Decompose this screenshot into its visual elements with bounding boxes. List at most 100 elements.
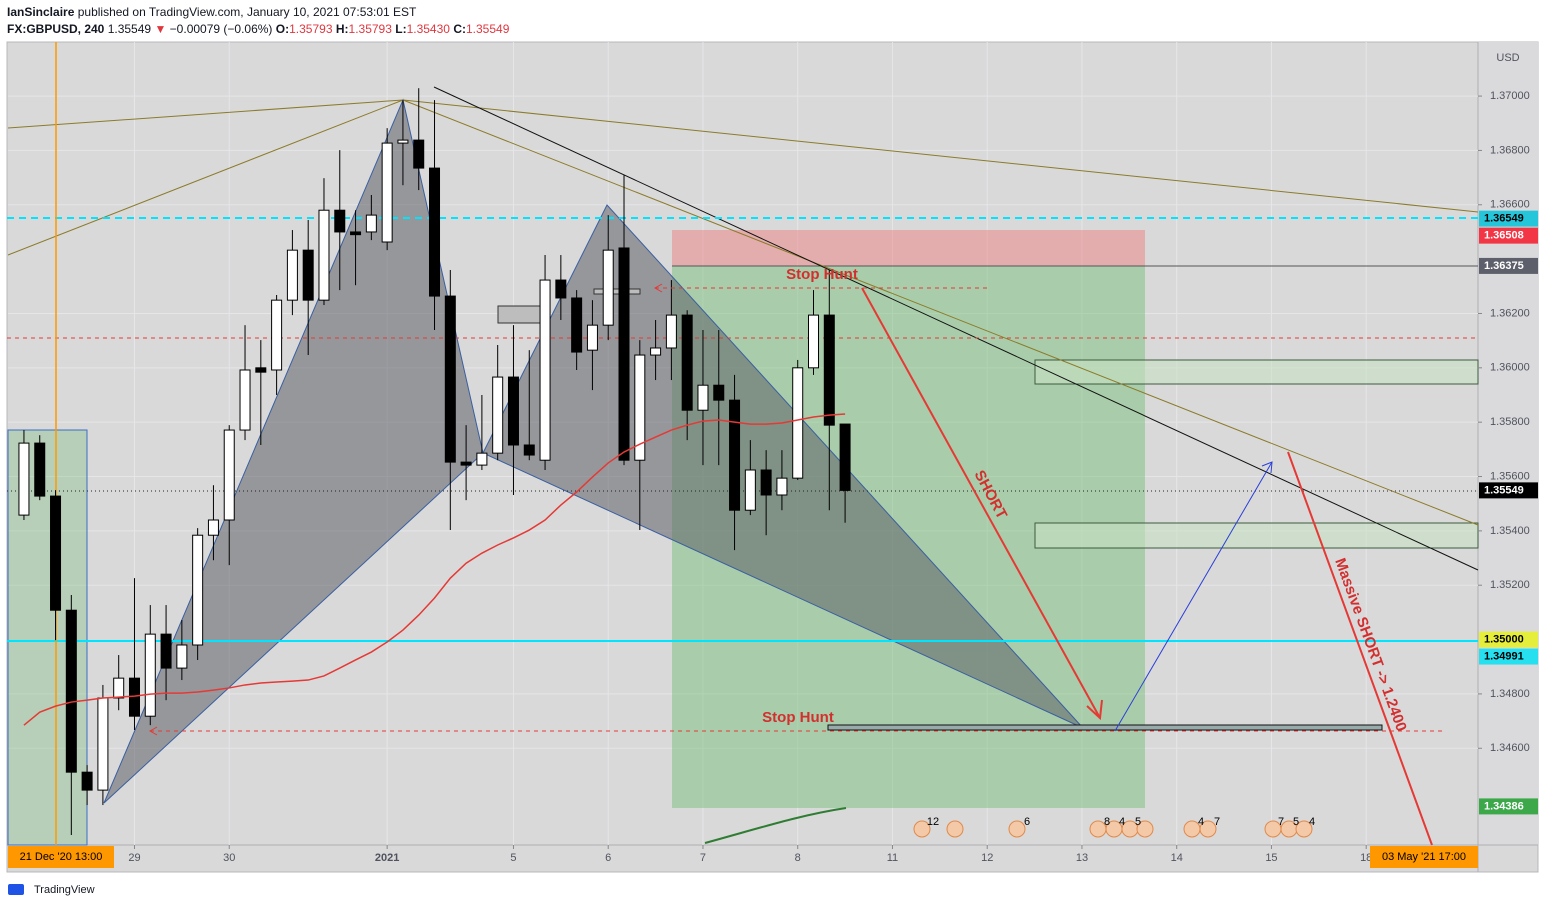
target-box <box>827 724 1383 731</box>
price-label-box <box>1479 257 1538 274</box>
y-tick-label: 1.35800 <box>1490 416 1530 428</box>
price-label: 1.34386 <box>1484 800 1524 812</box>
marker-box <box>497 305 545 324</box>
candle-body <box>792 367 804 479</box>
y-tick-label: 1.35400 <box>1490 525 1530 537</box>
x-tick-label: 12 <box>981 852 993 864</box>
candle-body <box>239 369 251 431</box>
candle-body <box>744 469 756 511</box>
candle-body <box>429 167 441 297</box>
trend-line <box>7 99 404 256</box>
candle-body <box>381 142 393 243</box>
price-label-box <box>1479 798 1538 815</box>
author: IanSinclaire <box>7 5 75 19</box>
cursor-label: 21 Dec '20 13:00 <box>20 851 103 863</box>
candle-body <box>697 384 709 411</box>
y-tick-label: 1.37000 <box>1490 90 1530 102</box>
y-tick-label: 1.34800 <box>1490 688 1530 700</box>
candle-body <box>539 279 551 461</box>
candle-body <box>476 452 488 466</box>
y-tick-label: 1.35200 <box>1490 579 1530 591</box>
cursor-label-box <box>8 846 114 868</box>
event-count: 4 <box>1198 816 1204 828</box>
x-tick-label: 15 <box>1265 852 1277 864</box>
price-label-box <box>1479 482 1538 499</box>
candle-body <box>365 214 377 233</box>
candle-body <box>397 139 409 144</box>
indicator-line <box>704 807 847 844</box>
event-icons: 12 6 8 4 5 4 7 7 5 4 <box>913 816 1315 838</box>
event-count: 5 <box>1293 816 1299 828</box>
candle-body <box>839 423 851 491</box>
annotation: Stop Hunt <box>786 266 858 283</box>
candle-body <box>776 477 788 496</box>
price-label: 1.35000 <box>1484 633 1524 645</box>
x-tick-label: 29 <box>128 852 140 864</box>
candle-body <box>113 677 125 699</box>
annotation: Stop Hunt <box>762 709 834 726</box>
event-count: 12 <box>927 816 939 828</box>
ohlc-label: O: <box>275 22 290 36</box>
header: IanSinclaire published on TradingView.co… <box>7 4 509 38</box>
moving-average <box>23 413 846 726</box>
brand: TradingView <box>34 884 95 896</box>
x-tick-label: 5 <box>510 852 516 864</box>
candle-body <box>808 314 820 369</box>
publish-line: IanSinclaire published on TradingView.co… <box>7 4 509 21</box>
y-tick-label: 1.36000 <box>1490 362 1530 374</box>
y-tick-label: 1.36200 <box>1490 307 1530 319</box>
demand-zone <box>1034 522 1479 549</box>
event-icon <box>913 820 931 838</box>
price-label-box <box>1479 227 1538 244</box>
trend-line <box>402 99 1479 213</box>
candle-body <box>350 231 362 236</box>
candle-body <box>128 677 140 717</box>
price-axis <box>1478 42 1538 845</box>
event-count: 5 <box>1135 816 1141 828</box>
ohlc-value: 1.35793 <box>348 22 392 36</box>
price-label: 1.34991 <box>1484 650 1524 662</box>
x-tick-label: 13 <box>1076 852 1088 864</box>
price-label: 1.35549 <box>1484 484 1524 496</box>
quote-line: FX:GBPUSD, 240 1.35549 ▼ −0.00079 (−0.06… <box>7 21 509 38</box>
candle-body <box>681 314 693 411</box>
candle-body <box>823 314 835 426</box>
footer: TradingView <box>8 884 95 896</box>
candle-body <box>523 444 535 456</box>
event-icon <box>946 820 964 838</box>
x-tick-label: 8 <box>795 852 801 864</box>
ohlc-value: 1.35549 <box>465 22 510 36</box>
price-label: 1.36375 <box>1484 260 1524 272</box>
candle-body <box>223 429 235 521</box>
arrow: ▼ <box>154 22 167 36</box>
candle-body <box>729 399 741 511</box>
short-arrow <box>861 287 1101 719</box>
candle-body <box>650 347 662 356</box>
axis-labels: 1.37000 1.36800 1.36600 1.36200 1.36000 1.358… <box>128 90 1538 864</box>
marker-box <box>593 288 641 295</box>
candle-body <box>81 771 93 791</box>
candle-body <box>602 249 614 326</box>
event-icon <box>1295 820 1313 838</box>
price-label: 1.36549 <box>1484 213 1524 225</box>
candle-body <box>34 442 46 497</box>
price-label-box <box>1479 648 1538 665</box>
candle-body <box>286 249 298 301</box>
price-label-box <box>1479 210 1538 227</box>
event-count: 7 <box>1214 816 1220 828</box>
candle-body <box>255 367 267 373</box>
candle-body <box>665 314 677 349</box>
arrow-head <box>148 726 158 736</box>
currency-label: USD <box>1496 52 1519 64</box>
candle-body <box>555 279 567 299</box>
candle-body <box>760 469 772 496</box>
candle-body <box>334 209 346 233</box>
candles <box>18 88 851 835</box>
candle-body <box>618 247 630 461</box>
arrow-head <box>1086 699 1103 721</box>
x-tick-label: 6 <box>605 852 611 864</box>
ohlc-value: 1.35793 <box>289 22 333 36</box>
x-tick-label: 14 <box>1171 852 1183 864</box>
